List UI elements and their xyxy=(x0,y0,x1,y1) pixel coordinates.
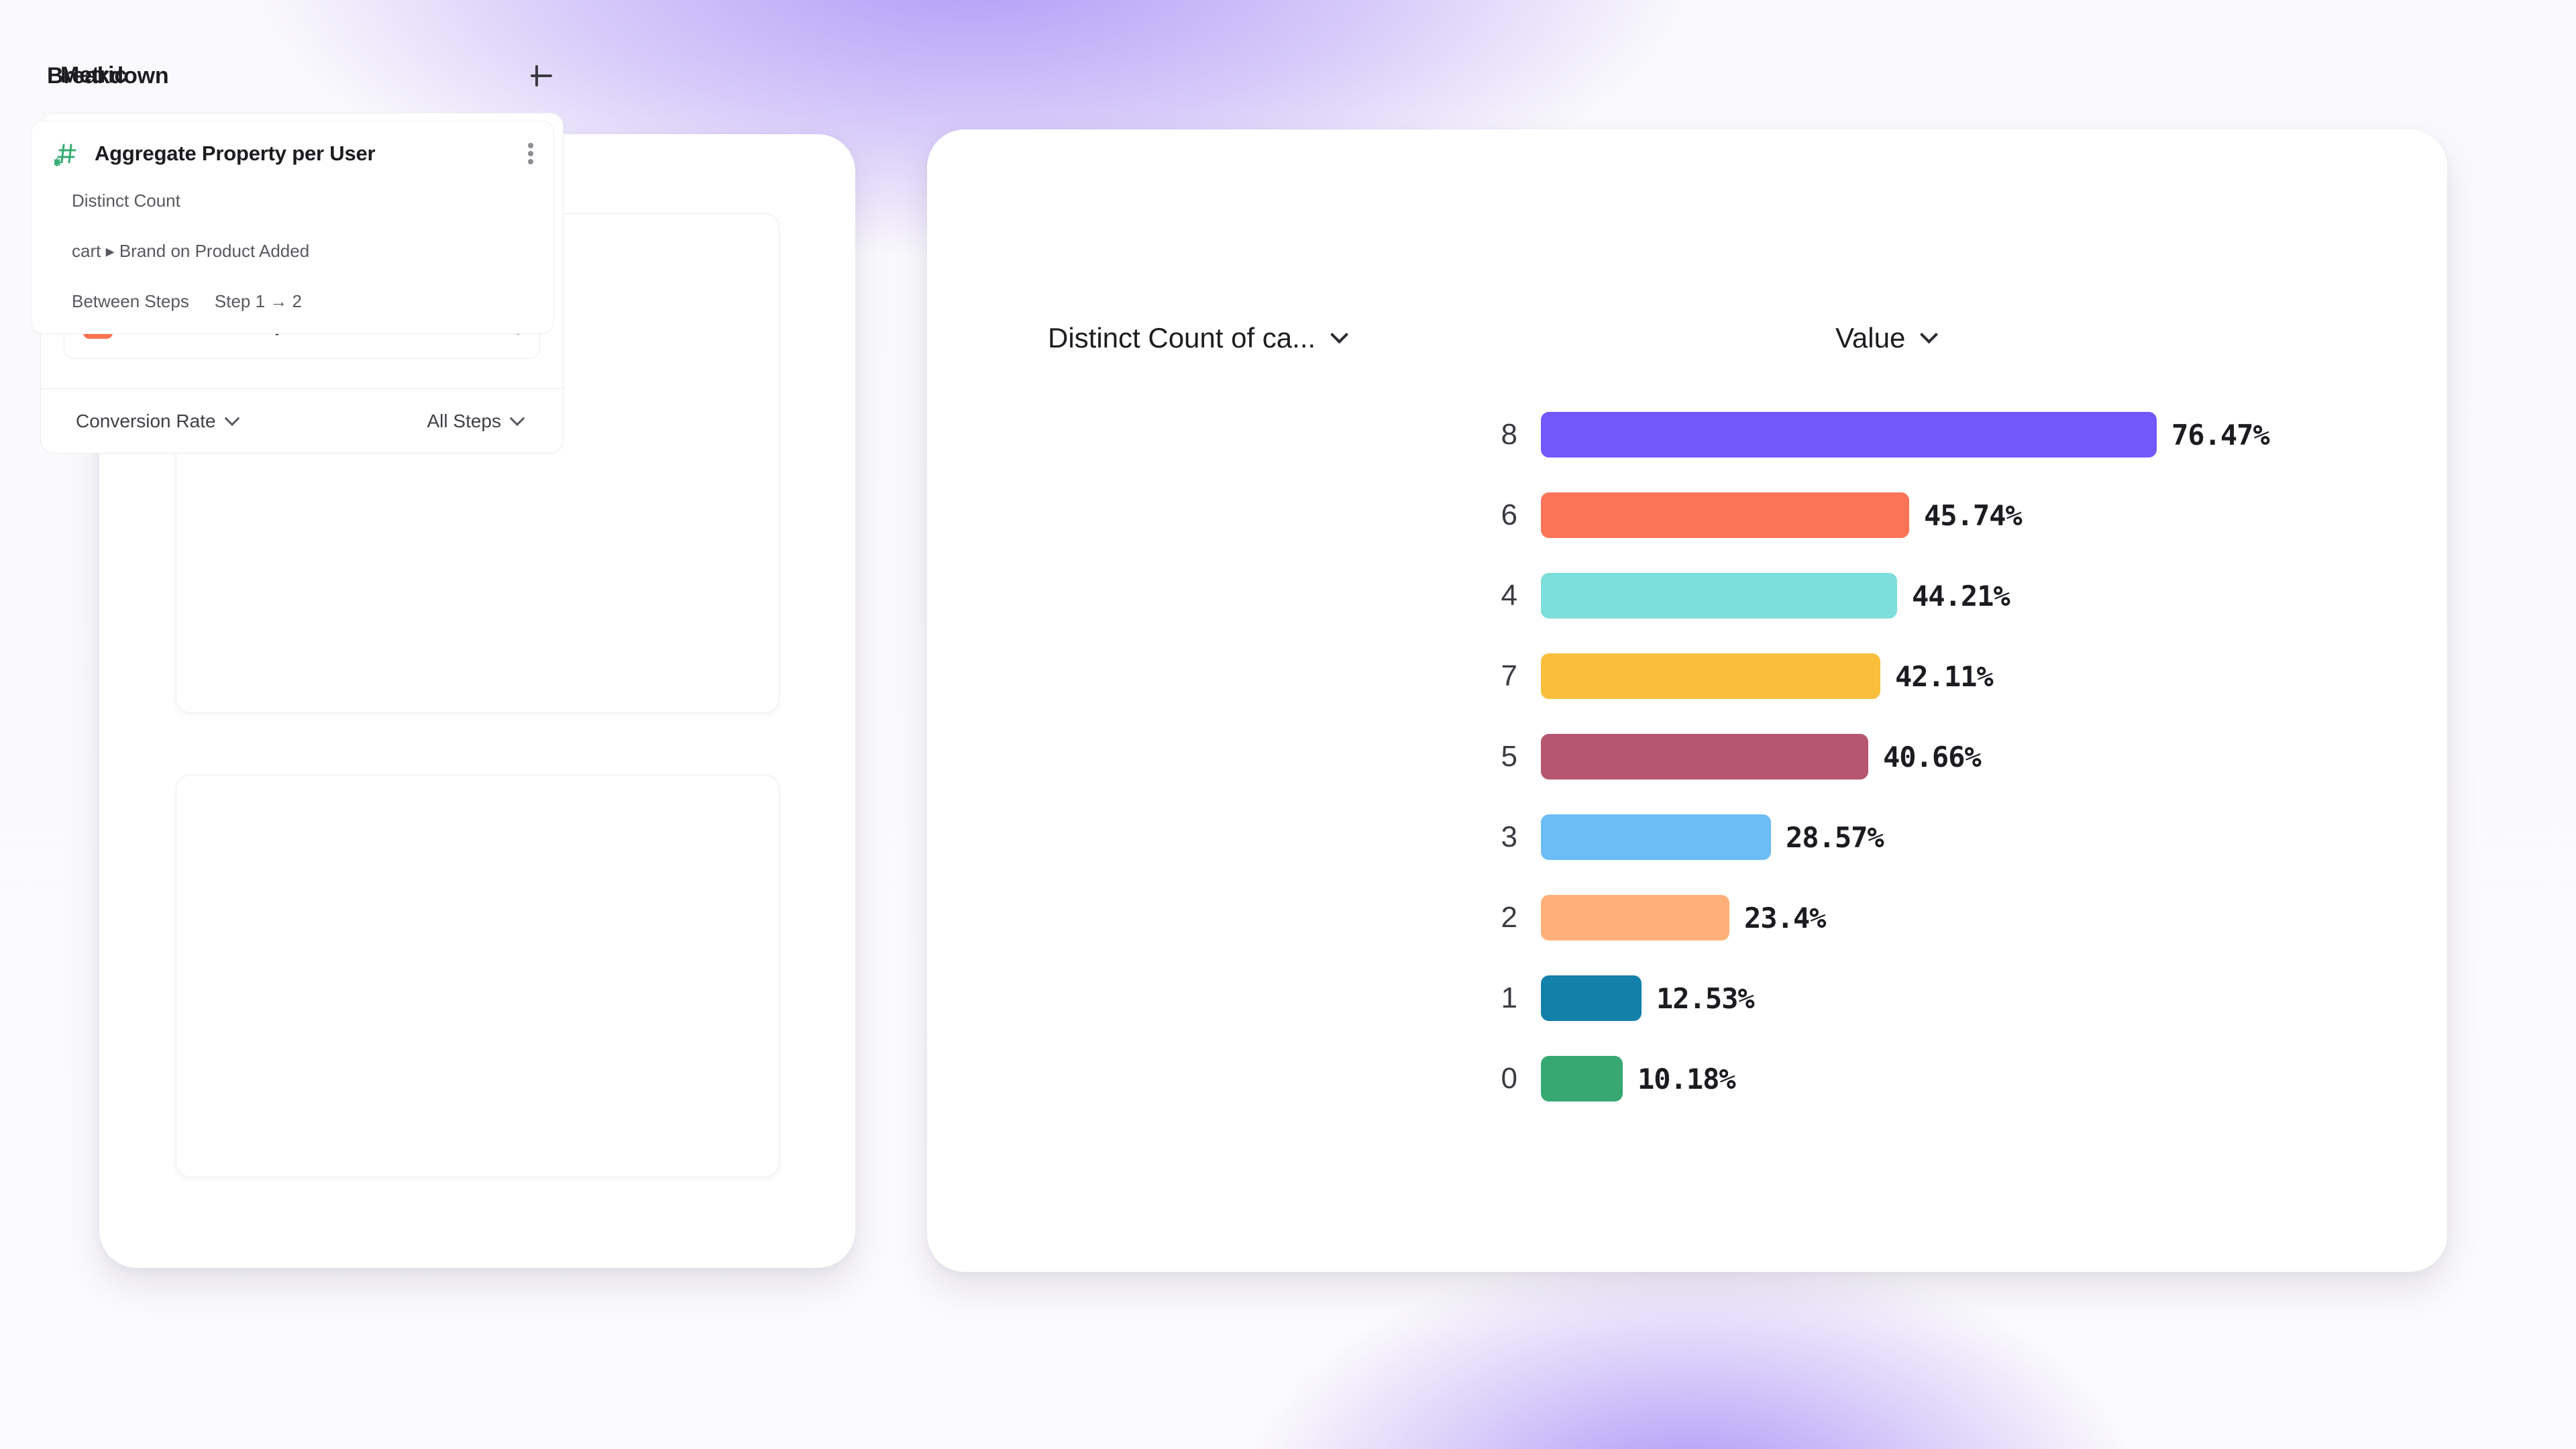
dimension-header-label: Distinct Count of ca... xyxy=(1048,322,1316,354)
breakdown-card xyxy=(176,775,780,1177)
bar-track: 10.18% xyxy=(1541,1056,1736,1102)
chevron-down-icon xyxy=(1920,325,1939,343)
kebab-menu-icon[interactable] xyxy=(528,140,535,167)
bar-chart: 8 76.47% 6 45.74% 4 44.21% 7 42.11% 5 40.66% 3 28.5… xyxy=(927,394,2447,1119)
bar-fill[interactable] xyxy=(1541,1056,1623,1102)
bar-fill[interactable] xyxy=(1541,895,1729,941)
bar-category-label: 5 xyxy=(1501,740,1517,773)
plus-icon[interactable] xyxy=(526,60,557,91)
chevron-down-icon xyxy=(509,410,525,426)
bar-value-label: 76.47% xyxy=(2171,418,2270,451)
conversion-rate-value: Conversion Rate xyxy=(76,410,216,431)
breakdown-scope-label: Between Steps xyxy=(72,291,189,311)
breakdown-property-path: cart ▸ Brand on Product Added xyxy=(72,241,310,261)
bar-track: 44.21% xyxy=(1541,573,2010,619)
hash-property-icon xyxy=(52,141,81,167)
bar-value-label: 40.66% xyxy=(1883,740,1982,773)
bar-fill[interactable] xyxy=(1541,734,1868,780)
chart-column-headers: Distinct Count of ca... Value xyxy=(927,322,2447,376)
bar-value-label: 44.21% xyxy=(1912,579,2010,612)
bar-value-label: 23.4% xyxy=(1744,901,1826,934)
breakdown-card-title: Breakdown xyxy=(47,62,169,89)
bar-row[interactable]: 4 44.21% xyxy=(927,555,2447,636)
bar-category-label: 6 xyxy=(1501,498,1517,531)
chevron-down-icon xyxy=(224,410,239,426)
bar-value-label: 28.57% xyxy=(1786,820,1884,854)
bar-track: 12.53% xyxy=(1541,975,1755,1021)
bar-value-label: 12.53% xyxy=(1656,981,1755,1015)
bar-value-label: 45.74% xyxy=(1924,498,2023,532)
value-header-label: Value xyxy=(1835,322,1906,354)
divider xyxy=(42,388,564,389)
bar-track: 76.47% xyxy=(1541,412,2270,458)
bar-row[interactable]: 6 45.74% xyxy=(927,475,2447,555)
right-panel xyxy=(927,129,2447,1272)
bar-fill[interactable] xyxy=(1541,492,1909,538)
bar-track: 42.11% xyxy=(1541,653,1994,699)
conversion-rate-select[interactable]: Conversion Rate xyxy=(76,410,239,432)
bar-row[interactable]: 5 40.66% xyxy=(927,716,2447,797)
bar-category-label: 4 xyxy=(1501,579,1517,612)
bar-row[interactable]: 1 12.53% xyxy=(927,958,2447,1038)
bar-row[interactable]: 7 42.11% xyxy=(927,636,2447,716)
bar-fill[interactable] xyxy=(1541,975,1642,1021)
breakdown-aggregation: Distinct Count xyxy=(72,191,180,211)
bar-category-label: 3 xyxy=(1501,820,1517,853)
bar-fill[interactable] xyxy=(1541,412,2157,458)
bar-value-label: 10.18% xyxy=(1638,1062,1736,1095)
bar-track: 45.74% xyxy=(1541,492,2023,538)
metric-footer: Conversion Rate All Steps xyxy=(41,388,564,453)
bar-track: 40.66% xyxy=(1541,734,1982,780)
breakdown-item-title: Aggregate Property per User xyxy=(95,142,376,165)
breakdown-item-header: Aggregate Property per User xyxy=(52,140,535,167)
bar-track: 23.4% xyxy=(1541,895,1826,941)
bar-category-label: 8 xyxy=(1501,418,1517,451)
bar-category-label: 2 xyxy=(1501,901,1517,934)
bar-fill[interactable] xyxy=(1541,814,1771,860)
all-steps-value: All Steps xyxy=(427,410,502,431)
value-column-header[interactable]: Value xyxy=(1835,322,1939,354)
bar-track: 28.57% xyxy=(1541,814,1884,860)
bar-row[interactable]: 0 10.18% xyxy=(927,1038,2447,1119)
bar-row[interactable]: 3 28.57% xyxy=(927,797,2447,877)
bar-fill[interactable] xyxy=(1541,573,1897,619)
bar-value-label: 42.11% xyxy=(1895,659,1994,693)
bar-category-label: 7 xyxy=(1501,659,1517,692)
dimension-column-header[interactable]: Distinct Count of ca... xyxy=(1048,322,1349,354)
breakdown-item[interactable]: Aggregate Property per User Distinct Cou… xyxy=(31,121,554,334)
breakdown-scope-value: Step 1 → 2 xyxy=(214,291,302,311)
chevron-down-icon xyxy=(1330,325,1349,343)
bar-row[interactable]: 2 23.4% xyxy=(927,877,2447,958)
breakdown-header: Breakdown xyxy=(47,60,557,91)
bar-category-label: 1 xyxy=(1501,981,1517,1014)
bar-category-label: 0 xyxy=(1501,1062,1517,1095)
bar-fill[interactable] xyxy=(1541,653,1880,699)
bar-row[interactable]: 8 76.47% xyxy=(927,394,2447,475)
all-steps-select[interactable]: All Steps xyxy=(427,410,525,432)
breakdown-scope: Between Steps Step 1 → 2 xyxy=(72,291,302,312)
metric-card-title: Metric xyxy=(60,62,127,88)
